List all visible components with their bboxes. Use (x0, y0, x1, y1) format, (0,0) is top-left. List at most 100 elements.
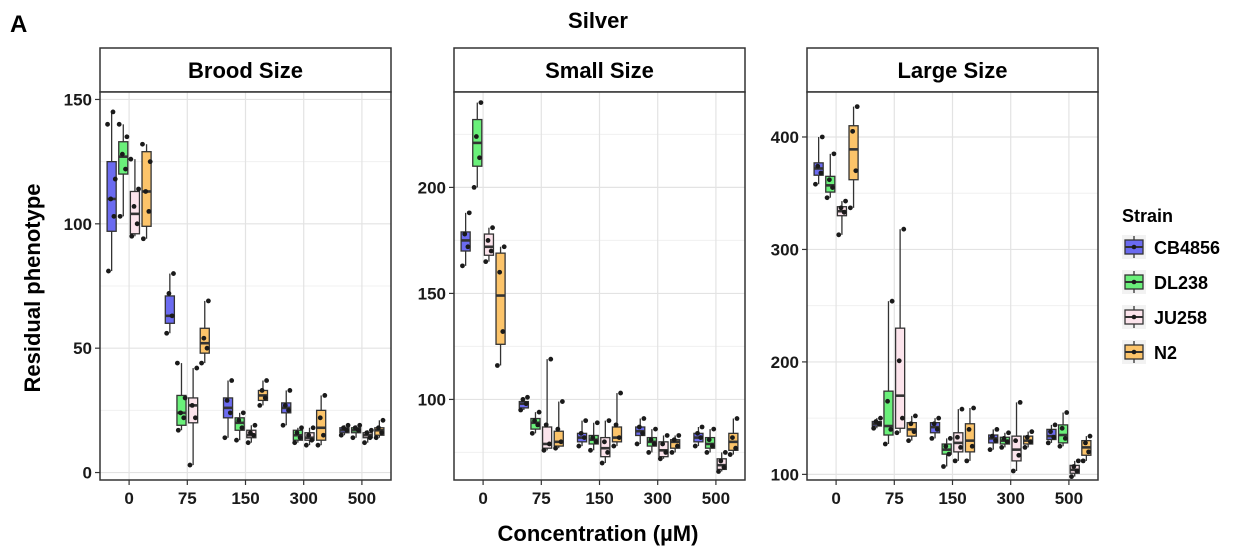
data-point (473, 134, 479, 139)
data-point (224, 398, 230, 403)
data-point (146, 208, 152, 214)
data-point (847, 205, 853, 211)
box-n2-500 (373, 417, 386, 441)
box-body (495, 252, 506, 345)
data-point (878, 415, 883, 421)
data-point (854, 104, 860, 110)
box-cb4856-0 (105, 109, 118, 274)
data-point (1083, 440, 1088, 446)
figure-title: Silver (568, 8, 628, 33)
data-point (483, 259, 489, 265)
facet-brood-size: Brood Size 0 50 100 150 0 75 150 300 500 (64, 47, 392, 508)
data-point (376, 425, 381, 431)
data-point (182, 395, 188, 401)
data-point (969, 443, 975, 449)
data-point (698, 435, 704, 440)
box-cb4856-500 (1045, 422, 1058, 446)
data-point (116, 121, 122, 127)
box-cb4856-150 (222, 378, 235, 441)
legend-item-n2: N2 (1122, 340, 1177, 364)
box-body (848, 125, 859, 181)
y-tick-label: 150 (64, 90, 92, 109)
data-point (147, 159, 153, 165)
data-point (599, 460, 605, 466)
data-point (1057, 443, 1063, 449)
data-point (611, 443, 617, 449)
data-point (124, 134, 130, 140)
box-cb4856-500 (338, 422, 351, 438)
legend-label: N2 (1154, 343, 1177, 363)
box-ju258-0 (836, 198, 848, 238)
data-point (826, 177, 832, 183)
box-dl238-75 (882, 298, 895, 447)
x-tick-label: 0 (478, 489, 487, 508)
data-point (906, 438, 911, 444)
x-tick-label: 300 (997, 489, 1025, 508)
data-point (1024, 434, 1030, 440)
facet-small-size: Small Size 100 150 200 0 75 150 300 500 (418, 47, 746, 508)
x-tick-label: 0 (124, 489, 133, 508)
box-n2-300 (669, 433, 682, 455)
data-point (602, 439, 607, 445)
box-dl238-0 (116, 121, 130, 219)
data-point (134, 221, 140, 227)
data-point (559, 399, 565, 404)
data-point (106, 268, 111, 274)
data-point (187, 462, 193, 468)
box-ju258-150 (245, 422, 258, 446)
data-point (171, 271, 176, 276)
data-point (664, 433, 670, 438)
box-ju258-0 (483, 225, 495, 265)
data-point (204, 345, 210, 351)
data-point (899, 415, 905, 421)
y-tick-label: 50 (73, 339, 92, 358)
data-point (908, 421, 914, 427)
data-point (1045, 440, 1051, 446)
legend-item-ju258: JU258 (1122, 305, 1207, 329)
data-point (993, 438, 998, 444)
data-point (558, 439, 564, 445)
box-n2-500 (1080, 433, 1093, 464)
data-point (373, 435, 379, 441)
data-point (901, 226, 907, 232)
x-tick-label: 75 (178, 489, 197, 508)
data-point (704, 450, 710, 455)
data-point (523, 401, 529, 407)
data-point (529, 430, 535, 436)
data-point (175, 427, 181, 433)
box-cb4856-75 (164, 271, 176, 336)
data-point (578, 430, 584, 436)
data-point (140, 141, 145, 147)
data-point (1017, 400, 1023, 405)
data-point (357, 422, 363, 428)
data-point (364, 430, 370, 436)
data-point (706, 437, 712, 443)
data-point (896, 358, 902, 364)
y-tick-label: 100 (418, 390, 446, 409)
data-point (669, 450, 675, 455)
x-tick-label: 150 (938, 489, 966, 508)
data-point (576, 443, 582, 449)
data-point (488, 248, 494, 254)
data-point (236, 417, 242, 423)
data-point (853, 168, 859, 174)
data-point (315, 442, 321, 448)
data-point (553, 445, 558, 451)
data-point (894, 430, 900, 436)
data-point (368, 427, 374, 433)
box-dl238-0 (471, 100, 484, 190)
data-point (594, 420, 600, 426)
x-tick-label: 500 (1055, 489, 1083, 508)
box-n2-75 (906, 413, 918, 444)
data-point (140, 236, 146, 242)
data-point (1075, 458, 1081, 464)
data-point (971, 405, 976, 411)
data-point (1010, 468, 1016, 474)
box-cb4856-75 (518, 394, 530, 413)
data-point (520, 397, 526, 402)
box-ju258-300 (303, 425, 316, 448)
data-point (734, 416, 740, 421)
box-dl238-0 (824, 151, 837, 201)
data-point (882, 441, 888, 447)
